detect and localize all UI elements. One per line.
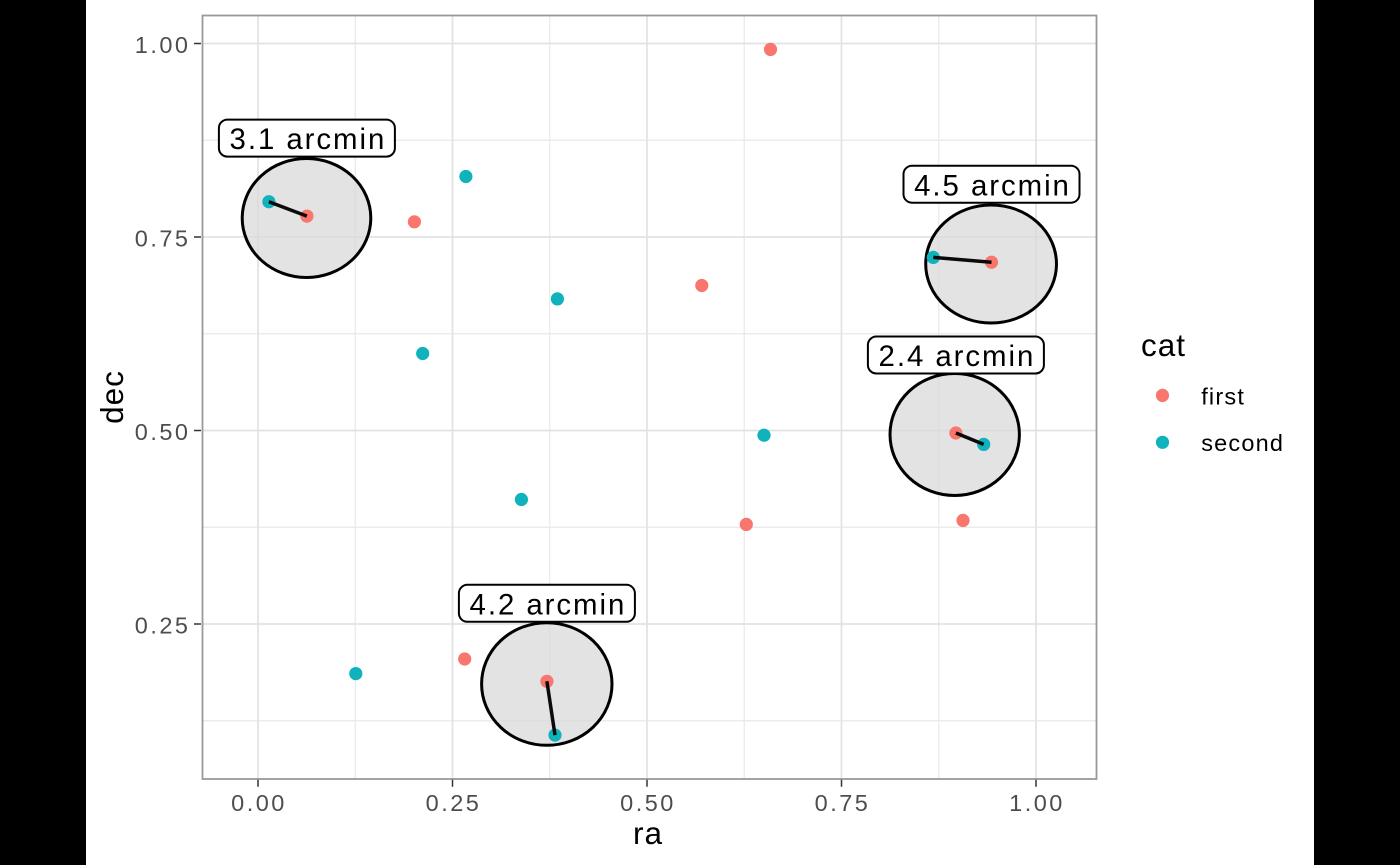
svg-text:first: first — [1201, 384, 1245, 410]
svg-text:0.50: 0.50 — [620, 790, 676, 816]
svg-text:cat: cat — [1141, 327, 1186, 363]
svg-text:1.00: 1.00 — [135, 32, 191, 58]
svg-text:ra: ra — [633, 815, 663, 851]
svg-text:1.00: 1.00 — [1009, 790, 1065, 816]
svg-text:2.4 arcmin: 2.4 arcmin — [879, 340, 1036, 373]
svg-text:dec: dec — [94, 370, 130, 424]
svg-text:0.50: 0.50 — [135, 419, 191, 445]
svg-text:3.1 arcmin: 3.1 arcmin — [230, 123, 387, 156]
svg-text:4.5 arcmin: 4.5 arcmin — [914, 169, 1071, 202]
svg-text:0.75: 0.75 — [815, 790, 871, 816]
svg-text:0.75: 0.75 — [135, 226, 191, 252]
svg-text:0.25: 0.25 — [426, 790, 482, 816]
svg-text:0.00: 0.00 — [231, 790, 287, 816]
svg-text:0.25: 0.25 — [135, 613, 191, 639]
svg-text:4.2 arcmin: 4.2 arcmin — [470, 588, 627, 621]
svg-text:second: second — [1201, 430, 1284, 456]
